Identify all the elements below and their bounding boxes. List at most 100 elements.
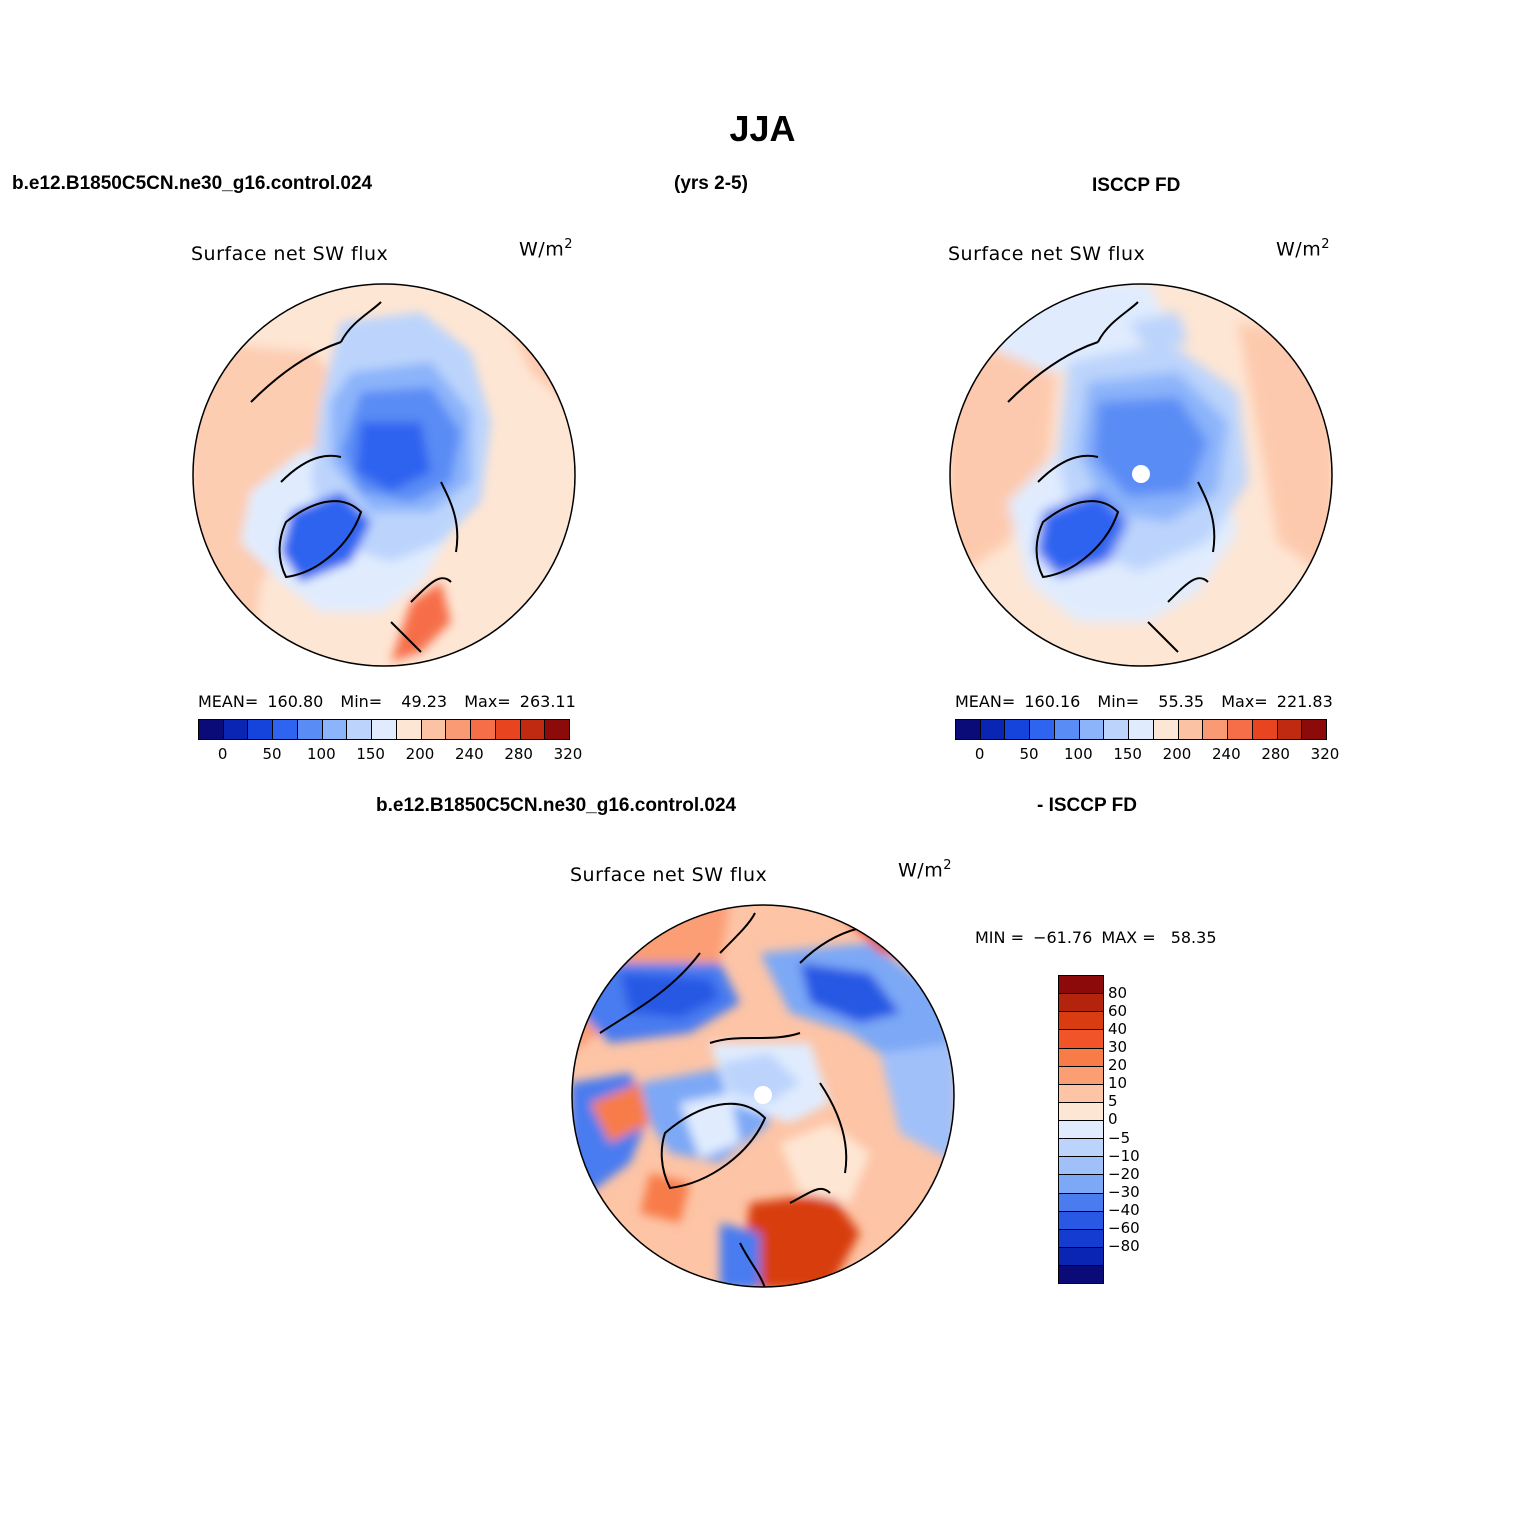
model-variable-title: Surface net SW flux <box>191 243 389 265</box>
colorbar-swatch <box>495 720 521 739</box>
colorbar-swatch <box>1252 720 1278 739</box>
colorbar-swatch <box>1059 1139 1103 1158</box>
colorbar-swatch <box>1059 1030 1103 1049</box>
model-polar-map <box>192 283 576 667</box>
obs-max-value: 221.83 <box>1276 692 1333 711</box>
colorbar-swatch <box>1059 1229 1103 1248</box>
colorbar-swatch <box>1030 720 1055 739</box>
colorbar-tick-label: 200 <box>405 745 435 763</box>
colorbar-swatch <box>471 720 496 739</box>
diff-units-base: W/m <box>898 859 944 882</box>
colorbar-swatch <box>1005 720 1031 739</box>
diff-stats: MIN = −61.76 MAX = 58.35 <box>975 928 1217 947</box>
model-units-exp: 2 <box>564 237 573 252</box>
colorbar-tick-label: 0 <box>1108 1110 1118 1129</box>
model-mean-label: MEAN= <box>198 692 259 711</box>
colorbar-tick-label: 50 <box>1019 745 1039 763</box>
model-colorbar <box>198 719 570 740</box>
colorbar-swatch <box>980 720 1006 739</box>
colorbar-tick-label: 200 <box>1162 745 1192 763</box>
diff-max-value: 58.35 <box>1170 928 1217 947</box>
colorbar-tick-label: −40 <box>1108 1200 1140 1219</box>
colorbar-swatch <box>421 720 447 739</box>
colorbar-tick-label: 240 <box>1212 745 1241 763</box>
model-max-label: Max= <box>464 692 511 711</box>
colorbar-swatch <box>1059 1157 1103 1176</box>
colorbar-tick-label: 5 <box>1108 1092 1118 1111</box>
colorbar-swatch <box>347 720 373 739</box>
colorbar-swatch <box>1153 720 1179 739</box>
colorbar-swatch <box>1104 720 1130 739</box>
colorbar-swatch <box>273 720 298 739</box>
model-stats: MEAN= 160.80 Min= 49.23 Max= 263.11 <box>198 692 576 711</box>
colorbar-tick-label: 280 <box>1261 745 1290 763</box>
diff-units: W/m2 <box>898 858 952 881</box>
colorbar-swatch <box>1059 1121 1103 1140</box>
colorbar-tick-label: −60 <box>1108 1218 1140 1237</box>
diff-variable-title: Surface net SW flux <box>570 864 768 886</box>
diff-min-label: MIN = <box>975 928 1024 947</box>
colorbar-swatch <box>248 720 274 739</box>
colorbar-swatch <box>1059 1175 1103 1194</box>
colorbar-swatch <box>1277 720 1303 739</box>
obs-colorbar <box>955 719 1327 740</box>
colorbar-tick-label: −30 <box>1108 1182 1140 1201</box>
colorbar-swatch <box>1203 720 1229 739</box>
colorbar-swatch <box>297 720 323 739</box>
colorbar-tick-label: 0 <box>217 745 228 763</box>
colorbar-tick-label: 150 <box>356 745 385 763</box>
colorbar-swatch <box>1059 1211 1103 1230</box>
model-units-base: W/m <box>519 238 565 261</box>
obs-max-label: Max= <box>1221 692 1268 711</box>
obs-min-label: Min= <box>1097 692 1140 711</box>
diff-max-label: MAX = <box>1101 928 1156 947</box>
colorbar-swatch <box>1079 720 1105 739</box>
colorbar-swatch <box>1059 994 1103 1013</box>
colorbar-tick-label: 10 <box>1108 1074 1128 1093</box>
colorbar-swatch <box>545 720 570 739</box>
colorbar-swatch <box>1059 1247 1103 1266</box>
model-mean-value: 160.80 <box>267 692 324 711</box>
model-units: W/m2 <box>519 237 573 260</box>
obs-units-base: W/m <box>1276 238 1322 261</box>
colorbar-tick-label: 150 <box>1113 745 1142 763</box>
obs-polar-map <box>949 283 1333 667</box>
colorbar-swatch <box>1059 1084 1103 1103</box>
obs-variable-title: Surface net SW flux <box>948 243 1146 265</box>
colorbar-tick-label: −10 <box>1108 1146 1140 1165</box>
colorbar-tick-label: 0 <box>974 745 985 763</box>
colorbar-swatch <box>1059 976 1103 995</box>
colorbar-swatch <box>1054 720 1080 739</box>
page-title: JJA <box>729 108 796 149</box>
colorbar-swatch <box>956 720 981 739</box>
colorbar-swatch <box>1228 720 1253 739</box>
colorbar-tick-label: 100 <box>1064 745 1093 763</box>
colorbar-tick-label: 20 <box>1108 1056 1128 1075</box>
colorbar-swatch <box>396 720 422 739</box>
obs-mean-value: 160.16 <box>1024 692 1081 711</box>
colorbar-swatch <box>199 720 224 739</box>
model-max-value: 263.11 <box>519 692 576 711</box>
colorbar-swatch <box>520 720 546 739</box>
colorbar-swatch <box>1059 1012 1103 1031</box>
colorbar-swatch <box>372 720 397 739</box>
diff-polar-map <box>571 904 955 1288</box>
years-header: (yrs 2-5) <box>674 173 748 194</box>
diff-colorbar <box>1058 975 1104 1284</box>
colorbar-swatch <box>1059 1102 1103 1121</box>
colorbar-swatch <box>1059 1266 1103 1284</box>
colorbar-tick-label: 320 <box>1310 745 1340 763</box>
diff-units-exp: 2 <box>943 858 952 873</box>
colorbar-swatch <box>1059 1066 1103 1085</box>
obs-name-header: ISCCP FD <box>1092 175 1181 196</box>
colorbar-swatch <box>1178 720 1204 739</box>
model-min-label: Min= <box>340 692 383 711</box>
diff-min-value: −61.76 <box>1033 928 1093 947</box>
colorbar-tick-label: 80 <box>1108 984 1128 1003</box>
colorbar-tick-label: 280 <box>504 745 533 763</box>
obs-mean-label: MEAN= <box>955 692 1016 711</box>
colorbar-tick-label: −5 <box>1108 1128 1131 1147</box>
colorbar-tick-label: −20 <box>1108 1164 1140 1183</box>
colorbar-swatch <box>446 720 472 739</box>
obs-units-exp: 2 <box>1321 237 1330 252</box>
